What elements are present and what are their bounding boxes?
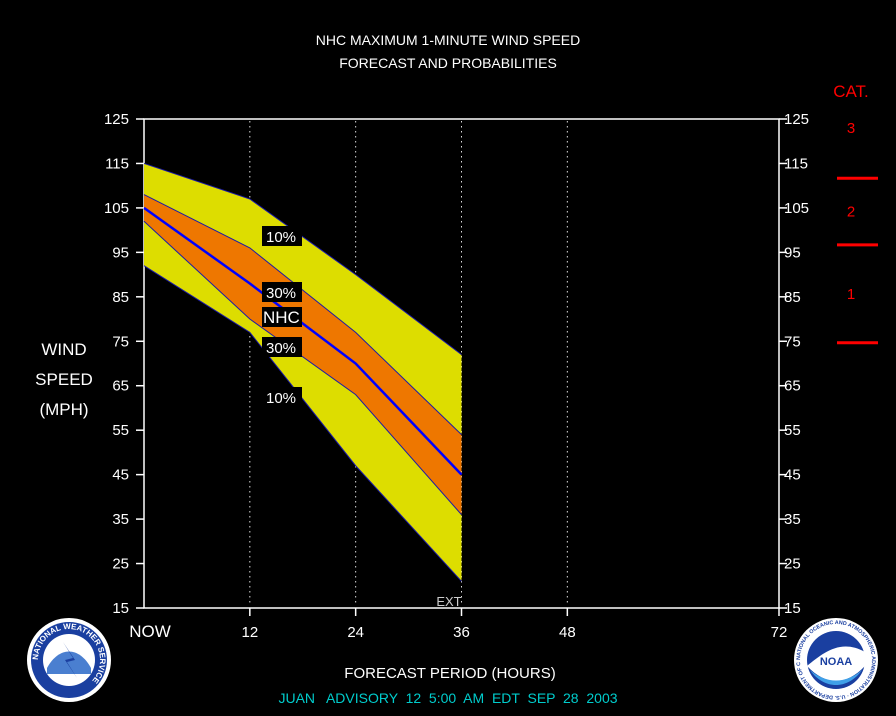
- category-title: CAT.: [833, 82, 869, 101]
- y-tick-label-right: 65: [784, 378, 801, 395]
- chart-title-line2: FORECAST AND PROBABILITIES: [339, 55, 557, 71]
- band-label-bg: [262, 307, 302, 327]
- band-label-bg: [262, 387, 302, 407]
- y-tick-label-right: 75: [784, 333, 801, 350]
- y-tick-label-left: 25: [112, 556, 129, 573]
- y-tick-label-left: 35: [112, 511, 129, 528]
- category-label: 2: [847, 204, 855, 221]
- y-axis-label-line1: WIND: [41, 340, 86, 359]
- x-axis-ticks: NOW 12 24 36 48 72: [129, 608, 787, 641]
- lightning-icon: [63, 642, 77, 678]
- y-axis-ticks: 125 125 115 115 105 105 95 95 85 85 75 75 65 65 55 55 45…: [104, 111, 809, 617]
- y-tick-label-left: 15: [112, 600, 129, 617]
- x-tick-label: 48: [559, 624, 576, 641]
- y-tick-label-left: 95: [112, 244, 129, 261]
- y-tick-label-left: 125: [104, 111, 129, 128]
- band-label-bg: [262, 282, 302, 302]
- x-tick-label: NOW: [129, 622, 171, 641]
- y-tick-label-right: 95: [784, 244, 801, 261]
- y-tick-label-right: 35: [784, 511, 801, 528]
- y-tick-label-right: 105: [784, 200, 809, 217]
- band-label-bg: [262, 226, 302, 246]
- x-tick-label: 24: [347, 624, 364, 641]
- nws-logo: NATIONAL WEATHER SERVICE: [27, 618, 111, 702]
- noaa-logo: NOAA NATIONAL OCEANIC AND ATMOSPHERIC AD…: [794, 618, 878, 702]
- chart-title-line1: NHC MAXIMUM 1-MINUTE WIND SPEED: [316, 32, 580, 48]
- band-labels: 10% 30% NHC 30% 10%: [262, 226, 302, 407]
- x-axis-label: FORECAST PERIOD (HOURS): [344, 665, 555, 682]
- x-tick-label: 72: [771, 624, 788, 641]
- y-tick-label-right: 115: [784, 155, 808, 172]
- band-edge-line: [143, 194, 462, 435]
- y-tick-label-left: 115: [105, 155, 129, 172]
- y-axis-label-line3: (MPH): [39, 400, 88, 419]
- x-tick-label: 36: [453, 624, 470, 641]
- probability-bands: [143, 162, 463, 582]
- band-edge-line: [143, 162, 462, 356]
- advisory-footer: JUAN ADVISORY 12 5:00 AM EDT SEP 28 2003: [278, 690, 617, 706]
- y-tick-label-right: 45: [784, 467, 801, 484]
- category-label: 3: [847, 120, 855, 137]
- category-scale: 3 2 1: [837, 120, 878, 345]
- y-tick-label-left: 55: [112, 422, 129, 439]
- ext-label: EXT: [436, 594, 461, 609]
- y-tick-label-left: 65: [112, 378, 129, 395]
- y-tick-label-left: 105: [104, 200, 129, 217]
- noaa-logo-label: NOAA: [820, 656, 852, 668]
- y-tick-label-right: 55: [784, 422, 801, 439]
- y-tick-label-left: 45: [112, 467, 129, 484]
- band-label-center: NHC: [263, 308, 300, 327]
- band-edge-line: [143, 265, 462, 582]
- y-tick-label-right: 25: [784, 556, 801, 573]
- band-label-outer-upper: 10%: [266, 229, 296, 246]
- band-label-inner-upper: 30%: [266, 285, 296, 302]
- inner-band-30pct: [144, 194, 462, 515]
- band-edge-line: [143, 220, 462, 515]
- band-label-inner-lower: 30%: [266, 340, 296, 357]
- category-label: 1: [847, 286, 855, 303]
- nhc-forecast-line: [143, 206, 463, 476]
- band-label-bg: [262, 337, 302, 357]
- y-tick-label-right: 15: [784, 600, 801, 617]
- y-tick-label-left: 85: [112, 289, 129, 306]
- y-tick-label-left: 75: [112, 333, 129, 350]
- band-label-outer-lower: 10%: [266, 390, 296, 407]
- x-tick-label: 12: [241, 624, 258, 641]
- y-tick-label-right: 85: [784, 289, 801, 306]
- y-tick-label-right: 125: [784, 111, 809, 128]
- y-axis-label-line2: SPEED: [35, 370, 93, 389]
